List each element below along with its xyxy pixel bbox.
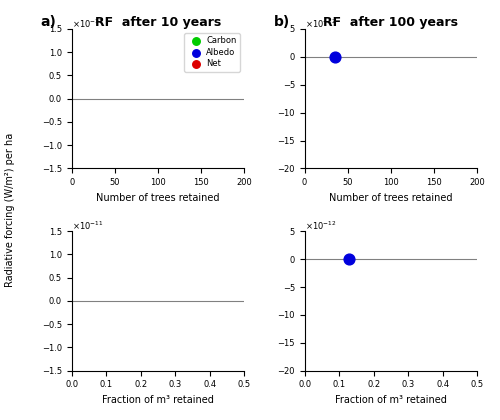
Albedo bbox=[331, 53, 339, 60]
Legend: Carbon, Albedo, Net: Carbon, Albedo, Net bbox=[184, 33, 240, 72]
X-axis label: Number of trees retained: Number of trees retained bbox=[96, 193, 220, 203]
Text: ×10$^{-12}$: ×10$^{-12}$ bbox=[304, 17, 336, 29]
Text: a): a) bbox=[40, 15, 56, 29]
X-axis label: Number of trees retained: Number of trees retained bbox=[329, 193, 452, 203]
X-axis label: Fraction of m³ retained: Fraction of m³ retained bbox=[102, 395, 214, 405]
Text: Radiative forcing (W/m²) per ha: Radiative forcing (W/m²) per ha bbox=[5, 133, 15, 287]
Text: ×10$^{-11}$: ×10$^{-11}$ bbox=[72, 219, 103, 232]
Title: RF  after 10 years: RF after 10 years bbox=[95, 16, 221, 29]
Albedo bbox=[346, 256, 354, 262]
Title: RF  after 100 years: RF after 100 years bbox=[324, 16, 458, 29]
X-axis label: Fraction of m³ retained: Fraction of m³ retained bbox=[335, 395, 447, 405]
Text: ×10$^{-11}$: ×10$^{-11}$ bbox=[72, 17, 103, 29]
Text: b): b) bbox=[274, 15, 290, 29]
Text: ×10$^{-12}$: ×10$^{-12}$ bbox=[304, 219, 336, 232]
